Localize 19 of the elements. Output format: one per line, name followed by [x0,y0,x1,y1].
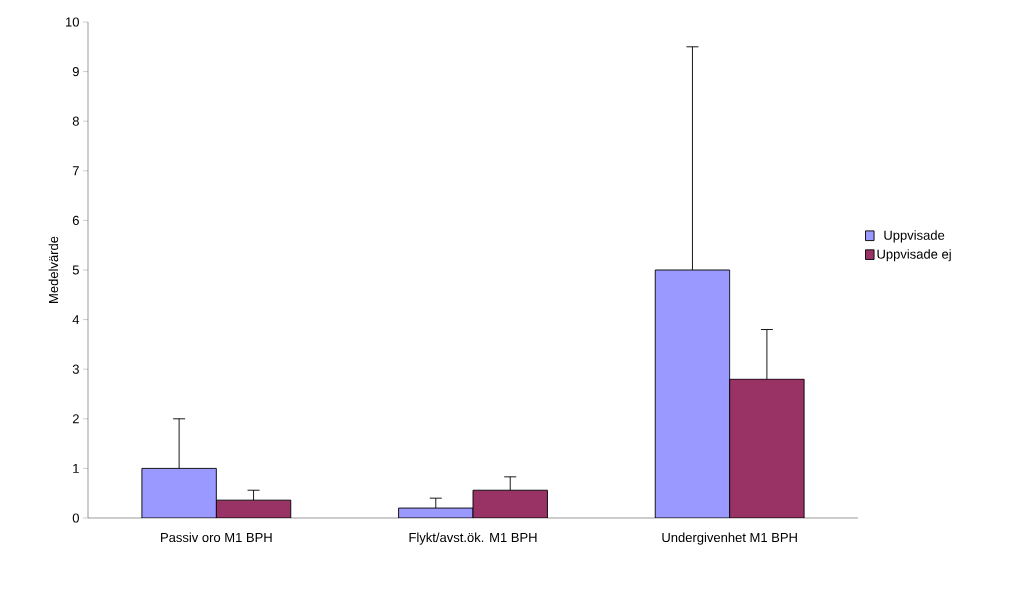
bar [654,269,731,518]
y-tick-label: 6 [72,215,79,225]
y-tick-label: 2 [72,414,79,424]
x-tick-label: Undergivenhet M1 BPH [662,532,797,545]
y-axis-title: Medelvärde [48,236,59,303]
y-tick-label: 10 [66,17,79,27]
x-tick-label: Flykt/avst.ök. M1 BPH [409,532,537,545]
y-tick-label: 1 [73,463,79,473]
y-tick-label: 8 [72,116,79,126]
legend-label: Uppvisade ej [877,249,951,262]
bar [141,467,217,518]
y-tick-label: 3 [72,364,79,374]
y-tick-label: 7 [72,166,79,176]
x-tick-label: Passiv oro M1 BPH [161,532,272,543]
y-tick-label: 4 [72,315,80,325]
y-tick-label: 5 [72,265,79,275]
legend-label: Uppvisade [884,230,945,243]
y-tick-label: 0 [72,513,79,523]
y-tick-label: 9 [72,66,79,77]
